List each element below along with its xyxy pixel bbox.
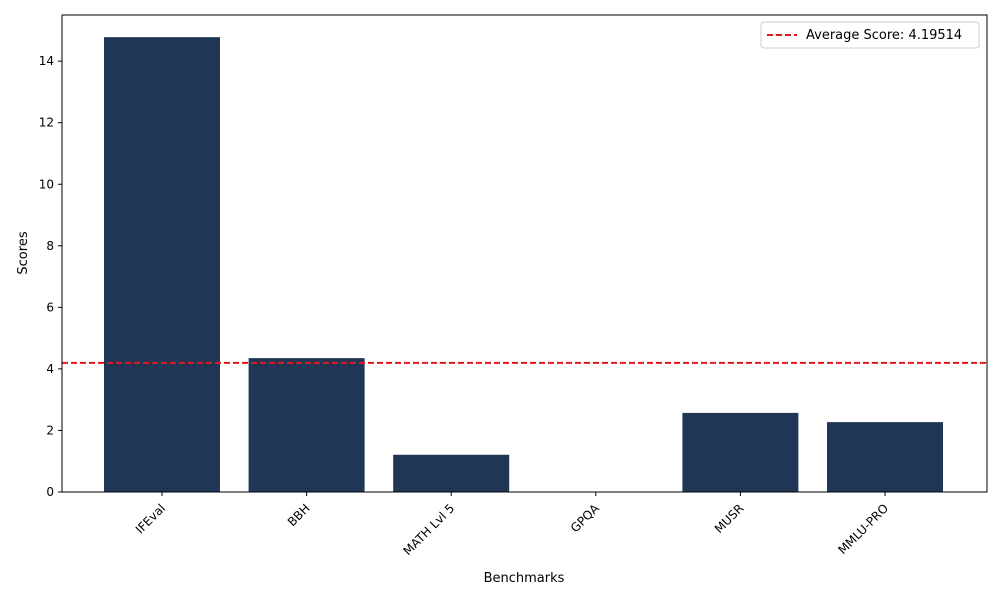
y-tick-label: 6 <box>46 300 54 314</box>
y-axis-label: Scores <box>16 231 31 274</box>
legend-box <box>760 21 980 49</box>
x-tick-label: IFEval <box>133 501 168 536</box>
x-tick-label: MATH Lvl 5 <box>400 501 457 558</box>
y-tick-label: 14 <box>39 54 54 68</box>
bar-mmlu-pro <box>827 422 943 492</box>
y-tick-label: 2 <box>46 423 54 437</box>
y-tick-label: 8 <box>46 239 54 253</box>
x-tick-label: GPQA <box>568 501 603 536</box>
x-tick-label: BBH <box>285 501 313 529</box>
y-tick-label: 0 <box>46 485 54 499</box>
legend: Average Score: 4.19514 <box>760 21 980 49</box>
x-axis-label: Benchmarks <box>484 571 565 586</box>
bars-layer <box>104 37 943 493</box>
plot-frame <box>61 14 988 493</box>
y-tick-label: 4 <box>46 362 54 376</box>
legend-entry-average: Average Score: 4.19514 <box>806 28 962 43</box>
y-tick-label: 12 <box>39 116 54 130</box>
x-tick-label: MMLU-PRO <box>835 501 891 557</box>
bar-math-lvl-5 <box>393 454 510 492</box>
y-tick-label: 10 <box>39 177 54 191</box>
bar-ifeval <box>104 37 220 493</box>
bar-musr <box>682 412 799 492</box>
x-axis-ticks: IFEval BBH MATH Lvl 5 GPQA MUSR MMLU-PRO <box>133 492 891 558</box>
x-tick-label: MUSR <box>712 501 747 536</box>
y-axis-ticks: 0 2 4 6 8 10 12 14 <box>39 54 62 499</box>
bar-bbh <box>248 358 365 492</box>
